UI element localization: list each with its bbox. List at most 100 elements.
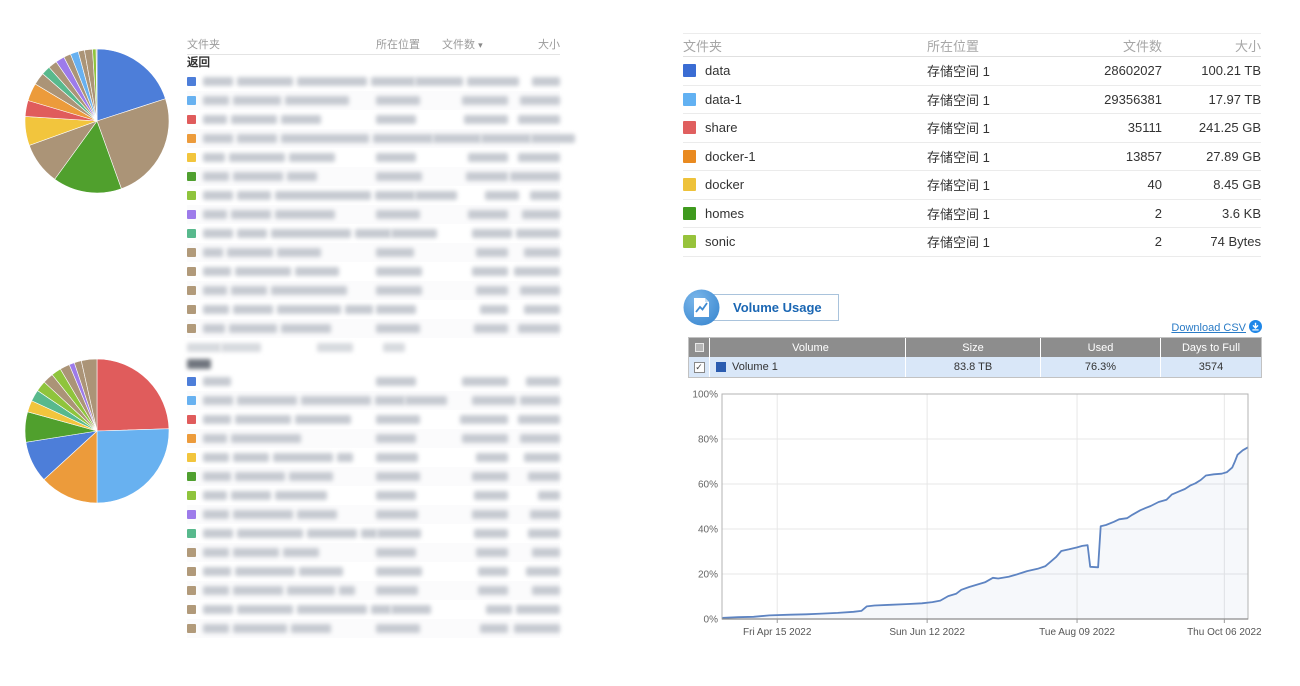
table-row[interactable] [187, 448, 560, 467]
location-cell [376, 433, 442, 445]
column-header-location[interactable]: 所在位置 [927, 38, 980, 54]
table-row[interactable] [187, 429, 560, 448]
table-row[interactable] [187, 129, 575, 148]
column-header-folder[interactable]: 文件夹 [187, 38, 220, 51]
pie-slice [95, 48, 98, 122]
redacted-text [237, 134, 277, 143]
table-body: ✓ Volume 1 83.8 TB 76.3% 3574 [689, 357, 1261, 377]
download-icon[interactable] [1249, 320, 1262, 333]
table-row[interactable] [187, 186, 561, 205]
table-row[interactable] [187, 319, 560, 338]
table-row[interactable]: sonic 存储空间 1 2 74 Bytes [683, 228, 1261, 257]
redacted-text [474, 491, 508, 500]
size-cell [508, 529, 560, 538]
table-row[interactable] [187, 110, 560, 129]
filecount-cell [467, 191, 520, 200]
table-body: data 存储空间 1 28602027 100.21 TB data-1 存储空间 1 2… [683, 57, 1261, 257]
checkbox-icon[interactable]: ✓ [693, 361, 705, 373]
redacted-text [295, 267, 339, 276]
redacted-text [277, 248, 321, 257]
folder-name-cell [187, 210, 376, 219]
redacted-text [518, 153, 560, 162]
table-row[interactable] [187, 600, 561, 619]
redacted-text [275, 210, 335, 219]
column-header-days-to-full[interactable]: Days to Full [1181, 341, 1241, 354]
column-header-size[interactable]: 大小 [538, 38, 560, 51]
table-header-row: 文件夹 所在位置 文件数 ▾ 大小 [187, 33, 560, 55]
table-row[interactable] [187, 72, 561, 91]
table-row[interactable] [187, 224, 561, 243]
table-row[interactable] [187, 281, 560, 300]
table-row[interactable]: docker-1 存储空间 1 13857 27.89 GB [683, 143, 1261, 171]
table-row[interactable]: docker 存储空间 1 40 8.45 GB [683, 171, 1261, 200]
redacted-text [237, 229, 267, 238]
redacted-text [376, 324, 420, 334]
table-row[interactable] [187, 524, 560, 543]
select-all-checkbox[interactable] [689, 338, 710, 357]
table-row[interactable] [187, 391, 560, 410]
table-row[interactable] [187, 167, 560, 186]
column-header-size[interactable]: Size [906, 338, 1041, 357]
location-cell: 存储空间 1 [927, 121, 990, 137]
column-header-filecount[interactable]: 文件数 [1122, 38, 1162, 54]
folder-name-cell [187, 134, 433, 143]
table-row[interactable] [187, 562, 560, 581]
table-row[interactable]: share 存储空间 1 35111 241.25 GB [683, 114, 1261, 143]
redacted-text [376, 96, 420, 106]
download-csv-link[interactable]: Download CSV [1171, 322, 1246, 334]
redacted-text [472, 267, 508, 276]
redacted-text [376, 172, 422, 182]
column-header-volume[interactable]: Volume [710, 338, 906, 357]
table-row[interactable] [187, 467, 560, 486]
column-header-size[interactable]: 大小 [1234, 38, 1261, 54]
table-row[interactable] [187, 300, 560, 319]
svg-text:100%: 100% [692, 390, 718, 401]
size-cell [508, 248, 560, 257]
redacted-text [486, 605, 513, 614]
redacted-text [518, 115, 560, 124]
redacted-text [203, 191, 233, 200]
table-row[interactable]: data 存储空间 1 28602027 100.21 TB [683, 57, 1261, 86]
table-row[interactable]: homes 存储空间 1 2 3.6 KB [683, 200, 1261, 228]
table-row[interactable] [187, 91, 560, 110]
folder-color-icon [187, 324, 196, 333]
redacted-text [510, 172, 560, 181]
back-link[interactable]: 返回 [187, 57, 210, 69]
size-cell [508, 267, 560, 276]
column-header-used[interactable]: Used [1041, 338, 1161, 357]
filecount-cell [442, 548, 508, 557]
location-cell [376, 376, 442, 388]
table-row[interactable] [187, 581, 560, 600]
table-row[interactable] [187, 410, 560, 429]
column-header-location[interactable]: 所在位置 [376, 38, 420, 51]
table-row[interactable] [187, 486, 560, 505]
table-row[interactable] [187, 505, 560, 524]
redacted-text [415, 77, 463, 87]
table-row[interactable] [187, 262, 560, 281]
svg-text:80%: 80% [698, 435, 718, 446]
column-header-folder[interactable]: 文件夹 [683, 38, 723, 54]
table-row[interactable] [187, 372, 560, 391]
table-row[interactable] [187, 543, 560, 562]
svg-text:Tue Aug 09 2022: Tue Aug 09 2022 [1039, 627, 1115, 638]
table-row[interactable] [187, 148, 560, 167]
folder-name-cell: data [683, 63, 927, 78]
table-row[interactable] [187, 619, 560, 638]
redacted-text [231, 115, 277, 124]
folder-color-icon [683, 121, 696, 135]
redacted-text [307, 529, 357, 538]
row-checkbox[interactable]: ✓ [689, 357, 710, 377]
table-header-row: Volume Size Used Days to Full [689, 338, 1261, 357]
table-row[interactable]: data-1 存储空间 1 29356381 17.97 TB [683, 86, 1261, 114]
folder-name-cell [187, 248, 376, 257]
table-body [187, 372, 561, 638]
table-row[interactable] [187, 243, 560, 262]
redacted-text [375, 396, 405, 405]
filecount-cell: 28602027 [1104, 63, 1162, 79]
table-row[interactable] [187, 205, 560, 224]
column-header-filecount[interactable]: 文件数 ▾ [442, 38, 483, 51]
filecount-cell [442, 586, 508, 595]
redacted-text [237, 605, 293, 614]
back-link-redacted[interactable] [187, 356, 560, 372]
volume-row[interactable]: ✓ Volume 1 83.8 TB 76.3% 3574 [689, 357, 1261, 377]
